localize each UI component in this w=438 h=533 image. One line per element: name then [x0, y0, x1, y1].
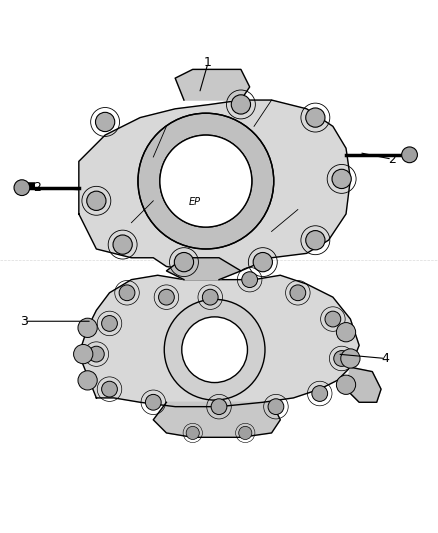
Circle shape	[312, 386, 328, 401]
Polygon shape	[346, 367, 381, 402]
Polygon shape	[79, 275, 359, 407]
Circle shape	[211, 399, 227, 415]
Text: EP: EP	[188, 197, 200, 207]
Circle shape	[95, 112, 115, 132]
Circle shape	[119, 285, 135, 301]
Circle shape	[78, 371, 97, 390]
Circle shape	[268, 399, 284, 415]
Circle shape	[174, 253, 194, 272]
Circle shape	[160, 135, 252, 227]
Circle shape	[182, 317, 247, 383]
Circle shape	[242, 272, 258, 287]
Circle shape	[202, 289, 218, 305]
Polygon shape	[153, 402, 280, 437]
Circle shape	[334, 351, 350, 366]
Circle shape	[164, 300, 265, 400]
Circle shape	[402, 147, 417, 163]
Circle shape	[306, 231, 325, 250]
Circle shape	[138, 113, 274, 249]
Text: 2: 2	[33, 181, 41, 194]
Text: 4: 4	[381, 352, 389, 365]
Circle shape	[306, 108, 325, 127]
Circle shape	[239, 426, 252, 440]
Text: 3: 3	[20, 315, 28, 328]
Circle shape	[159, 289, 174, 305]
Circle shape	[87, 191, 106, 211]
Polygon shape	[175, 69, 250, 100]
Circle shape	[186, 426, 199, 440]
Circle shape	[341, 349, 360, 368]
Circle shape	[253, 253, 272, 272]
Circle shape	[88, 346, 104, 362]
Circle shape	[290, 285, 306, 301]
Circle shape	[231, 95, 251, 114]
Circle shape	[78, 318, 97, 337]
Circle shape	[14, 180, 30, 196]
Text: 1: 1	[204, 56, 212, 69]
Text: 2: 2	[388, 152, 396, 166]
Circle shape	[74, 344, 93, 364]
Circle shape	[102, 316, 117, 332]
Circle shape	[102, 381, 117, 397]
Circle shape	[332, 169, 351, 189]
Circle shape	[336, 322, 356, 342]
Circle shape	[336, 375, 356, 394]
Circle shape	[145, 394, 161, 410]
Circle shape	[113, 235, 132, 254]
Polygon shape	[79, 100, 350, 271]
Polygon shape	[166, 258, 241, 280]
Circle shape	[325, 311, 341, 327]
